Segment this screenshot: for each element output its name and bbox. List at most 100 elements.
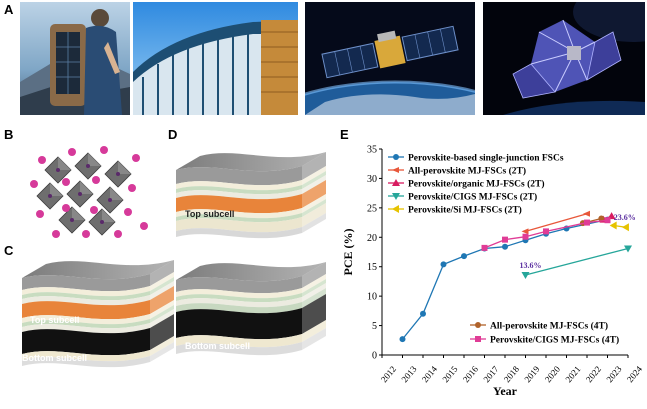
legend-label: All-perovskite MJ-FSCs (4T) bbox=[490, 321, 608, 332]
data-point bbox=[609, 221, 617, 230]
stack-layer bbox=[176, 180, 302, 191]
stack-layer bbox=[22, 314, 150, 325]
data-point bbox=[392, 193, 400, 200]
a-site-atom bbox=[114, 230, 122, 238]
b-site-atom bbox=[78, 192, 82, 196]
stack-layer bbox=[176, 297, 302, 308]
stack-layer bbox=[176, 208, 302, 219]
stack-layer bbox=[22, 356, 150, 368]
series-7 bbox=[481, 217, 611, 251]
stack-layer bbox=[22, 350, 150, 362]
stack-layer bbox=[176, 288, 302, 299]
a-site-atom bbox=[62, 178, 70, 186]
tandem-stack-c bbox=[22, 260, 174, 368]
hiker-solar-backpack-photo bbox=[20, 2, 130, 115]
b-site-atom bbox=[116, 172, 120, 176]
x-tick-label: 2022 bbox=[584, 364, 603, 384]
data-point bbox=[604, 217, 611, 224]
c-top-subcell-label: Top subcell bbox=[30, 315, 80, 325]
b-site-atom bbox=[56, 168, 60, 172]
data-point bbox=[522, 233, 529, 240]
data-point bbox=[475, 322, 481, 328]
series-line bbox=[401, 218, 608, 340]
single-bottom-subcell-label: Bottom subcell bbox=[185, 341, 251, 351]
y-tick-label: 5 bbox=[372, 321, 377, 332]
data-point bbox=[521, 271, 530, 279]
b-site-atom bbox=[70, 218, 74, 222]
b-site-atom bbox=[48, 194, 52, 198]
a-site-atom bbox=[30, 180, 38, 188]
y-tick-label: 20 bbox=[367, 233, 377, 244]
a-site-atom bbox=[52, 230, 60, 238]
data-point bbox=[481, 244, 488, 251]
data-point bbox=[461, 253, 467, 260]
x-tick-label: 2024 bbox=[625, 364, 645, 385]
stack-layer bbox=[176, 276, 302, 294]
stack-top-surface bbox=[176, 262, 326, 282]
series-line bbox=[525, 213, 588, 233]
x-axis-label: Year bbox=[493, 384, 518, 398]
data-point bbox=[521, 228, 529, 235]
folding-solar-spacecraft-photo bbox=[483, 2, 645, 115]
x-tick-label: 2016 bbox=[461, 364, 481, 385]
a-site-atom bbox=[38, 156, 46, 164]
stack-layer bbox=[176, 227, 302, 239]
data-point bbox=[624, 245, 632, 253]
stack-top-surface bbox=[22, 260, 174, 280]
legend-label: Perovskite/Si MJ-FSCs (2T) bbox=[408, 205, 522, 216]
legend-entry: Perovskite/CIGS MJ-FSCs (4T) bbox=[470, 335, 619, 346]
series-5 bbox=[609, 221, 629, 232]
y-tick-label: 15 bbox=[367, 262, 377, 273]
panel-label-b: B bbox=[4, 127, 14, 142]
stack-layer bbox=[22, 274, 150, 292]
series-2 bbox=[521, 210, 590, 235]
y-tick-label: 25 bbox=[367, 203, 377, 214]
series-line bbox=[525, 247, 629, 276]
x-tick-label: 2015 bbox=[440, 364, 460, 385]
a-site-atom bbox=[90, 206, 98, 214]
stack-layer bbox=[176, 293, 302, 303]
data-point bbox=[392, 179, 400, 186]
panel-label-d: D bbox=[168, 127, 178, 142]
y-tick-label: 0 bbox=[372, 351, 377, 362]
legend-entry: All-perovskite MJ-FSCs (4T) bbox=[470, 321, 608, 332]
solar-facade-photo bbox=[133, 2, 298, 115]
stack-layer bbox=[22, 323, 150, 334]
data-point bbox=[502, 243, 508, 250]
x-tick-label: 2013 bbox=[399, 364, 419, 385]
stack-layer bbox=[176, 166, 302, 186]
data-point bbox=[583, 210, 590, 217]
panel-label-a: A bbox=[4, 2, 14, 17]
stack-layer bbox=[22, 291, 150, 301]
y-tick-label: 10 bbox=[367, 292, 377, 303]
a-site-atom bbox=[100, 146, 108, 154]
data-point bbox=[475, 336, 481, 342]
stack-layer bbox=[22, 286, 150, 297]
x-tick-label: 2019 bbox=[522, 364, 542, 385]
y-tick-label: 30 bbox=[367, 174, 377, 185]
data-point bbox=[502, 236, 508, 243]
a-site-atom bbox=[140, 222, 148, 230]
satellite-over-earth-photo bbox=[305, 2, 475, 115]
data-point bbox=[420, 310, 426, 317]
stack-layer bbox=[176, 185, 302, 195]
b-site-atom bbox=[100, 220, 104, 224]
x-tick-label: 2018 bbox=[502, 364, 522, 385]
a-site-atom bbox=[62, 204, 70, 212]
c-bottom-subcell-label: Bottom subcell bbox=[22, 353, 88, 363]
stack-layer bbox=[176, 189, 302, 200]
single-stack bbox=[176, 262, 326, 356]
stack-layer bbox=[22, 319, 150, 329]
legend-label: Perovskite-based single-junction FSCs bbox=[408, 154, 564, 164]
d-top-subcell-label: Top subcell bbox=[185, 209, 235, 219]
legend-label: Perovskite/CIGS MJ-FSCs (2T) bbox=[408, 192, 537, 203]
annotation: 23.6% bbox=[614, 213, 636, 222]
stack-layer bbox=[22, 300, 150, 320]
x-tick-label: 2017 bbox=[481, 364, 501, 385]
b-site-atom bbox=[108, 198, 112, 202]
panel-label-e: E bbox=[340, 127, 349, 142]
stack-layer bbox=[176, 334, 302, 348]
legend-entry: Perovskite/organic MJ-FSCs (2T) bbox=[388, 179, 545, 190]
x-tick-label: 2021 bbox=[563, 364, 582, 384]
